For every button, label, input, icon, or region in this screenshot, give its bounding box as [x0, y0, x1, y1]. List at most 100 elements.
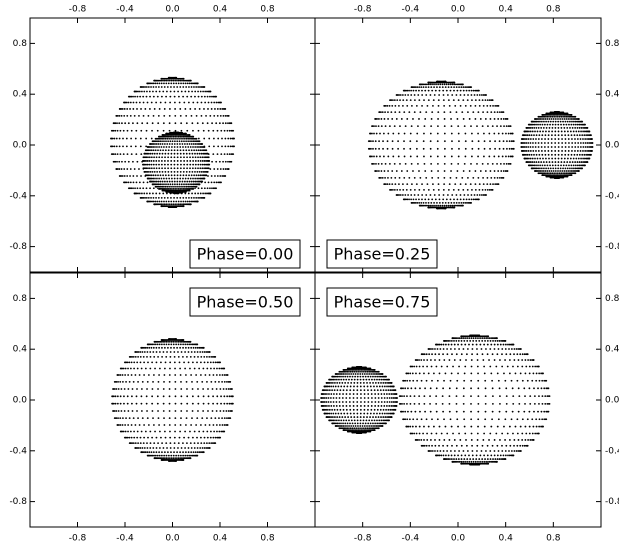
surface-point [194, 160, 197, 162]
surface-point [155, 167, 158, 170]
surface-point [543, 164, 546, 167]
surface-point [372, 140, 374, 143]
surface-point [179, 79, 182, 82]
surface-point [538, 403, 540, 405]
surface-point [406, 395, 408, 397]
surface-point [199, 86, 201, 88]
x-tick-label: -0.8 [69, 5, 87, 15]
surface-point [176, 187, 178, 190]
surface-point [471, 348, 474, 350]
surface-point [425, 94, 428, 96]
surface-point [407, 194, 409, 196]
surface-point [404, 94, 407, 96]
surface-point [462, 204, 464, 207]
surface-point [455, 387, 458, 390]
surface-point [449, 198, 452, 201]
surface-point [190, 351, 193, 353]
surface-point [168, 137, 171, 140]
surface-point [557, 164, 560, 167]
surface-point [443, 418, 445, 421]
surface-point [451, 204, 454, 207]
surface-point [165, 95, 167, 98]
surface-point [446, 444, 449, 447]
surface-point [203, 86, 206, 88]
surface-point [378, 140, 380, 143]
surface-point [442, 194, 445, 196]
surface-point [528, 130, 530, 133]
surface-point [209, 95, 211, 98]
surface-point [470, 379, 473, 382]
surface-point [483, 343, 486, 346]
surface-point [163, 343, 166, 346]
surface-point [225, 410, 228, 412]
surface-point [148, 451, 151, 454]
surface-point [484, 99, 487, 101]
surface-point [173, 351, 176, 353]
surface-point [166, 187, 169, 190]
surface-point [150, 146, 153, 148]
surface-point [423, 189, 425, 191]
surface-point [173, 451, 175, 454]
surface-point [474, 99, 477, 101]
surface-point [441, 83, 444, 86]
surface-point [180, 380, 182, 383]
surface-point [212, 145, 215, 148]
surface-point [407, 425, 410, 428]
surface-point [137, 442, 140, 445]
surface-point [159, 143, 162, 145]
surface-point [174, 417, 177, 420]
surface-point [179, 187, 182, 190]
surface-point [166, 137, 169, 140]
surface-point [201, 122, 204, 125]
surface-point [169, 367, 171, 370]
surface-point [413, 365, 416, 368]
surface-point [491, 403, 494, 405]
surface-point [553, 113, 556, 116]
surface-point [513, 359, 516, 361]
surface-point [180, 122, 183, 125]
surface-point [117, 410, 120, 412]
surface-point [138, 101, 141, 104]
surface-point [187, 183, 190, 186]
surface-point [498, 410, 501, 413]
surface-point [560, 157, 563, 160]
surface-point [176, 160, 179, 162]
surface-point [559, 113, 562, 116]
surface-point [457, 132, 460, 135]
surface-point [172, 203, 175, 206]
surface-point [186, 82, 189, 85]
surface-point [429, 94, 432, 96]
surface-point [190, 454, 192, 457]
surface-point [183, 183, 185, 186]
surface-point [191, 167, 194, 170]
surface-point [565, 115, 568, 118]
surface-point [384, 111, 386, 114]
surface-point [178, 185, 180, 188]
surface-point [402, 99, 405, 101]
surface-point [386, 147, 389, 150]
surface-point [541, 170, 544, 172]
surface-point [471, 454, 474, 457]
surface-point [405, 89, 407, 92]
surface-point [142, 442, 145, 445]
surface-point [152, 90, 154, 93]
surface-point [410, 162, 413, 165]
surface-point [570, 118, 573, 120]
surface-point [185, 187, 188, 190]
surface-point [387, 118, 389, 120]
surface-point [190, 114, 193, 117]
surface-point [544, 172, 547, 175]
surface-point [536, 157, 539, 160]
surface-point [213, 367, 216, 370]
surface-point [583, 153, 586, 156]
surface-point [431, 379, 433, 382]
surface-point [509, 132, 512, 135]
surface-point [111, 145, 114, 148]
surface-point [114, 402, 117, 405]
surface-point [470, 132, 473, 135]
surface-point [458, 86, 460, 88]
surface-point [216, 168, 219, 170]
surface-point [150, 346, 153, 349]
surface-point [126, 153, 129, 156]
surface-point [178, 101, 181, 104]
